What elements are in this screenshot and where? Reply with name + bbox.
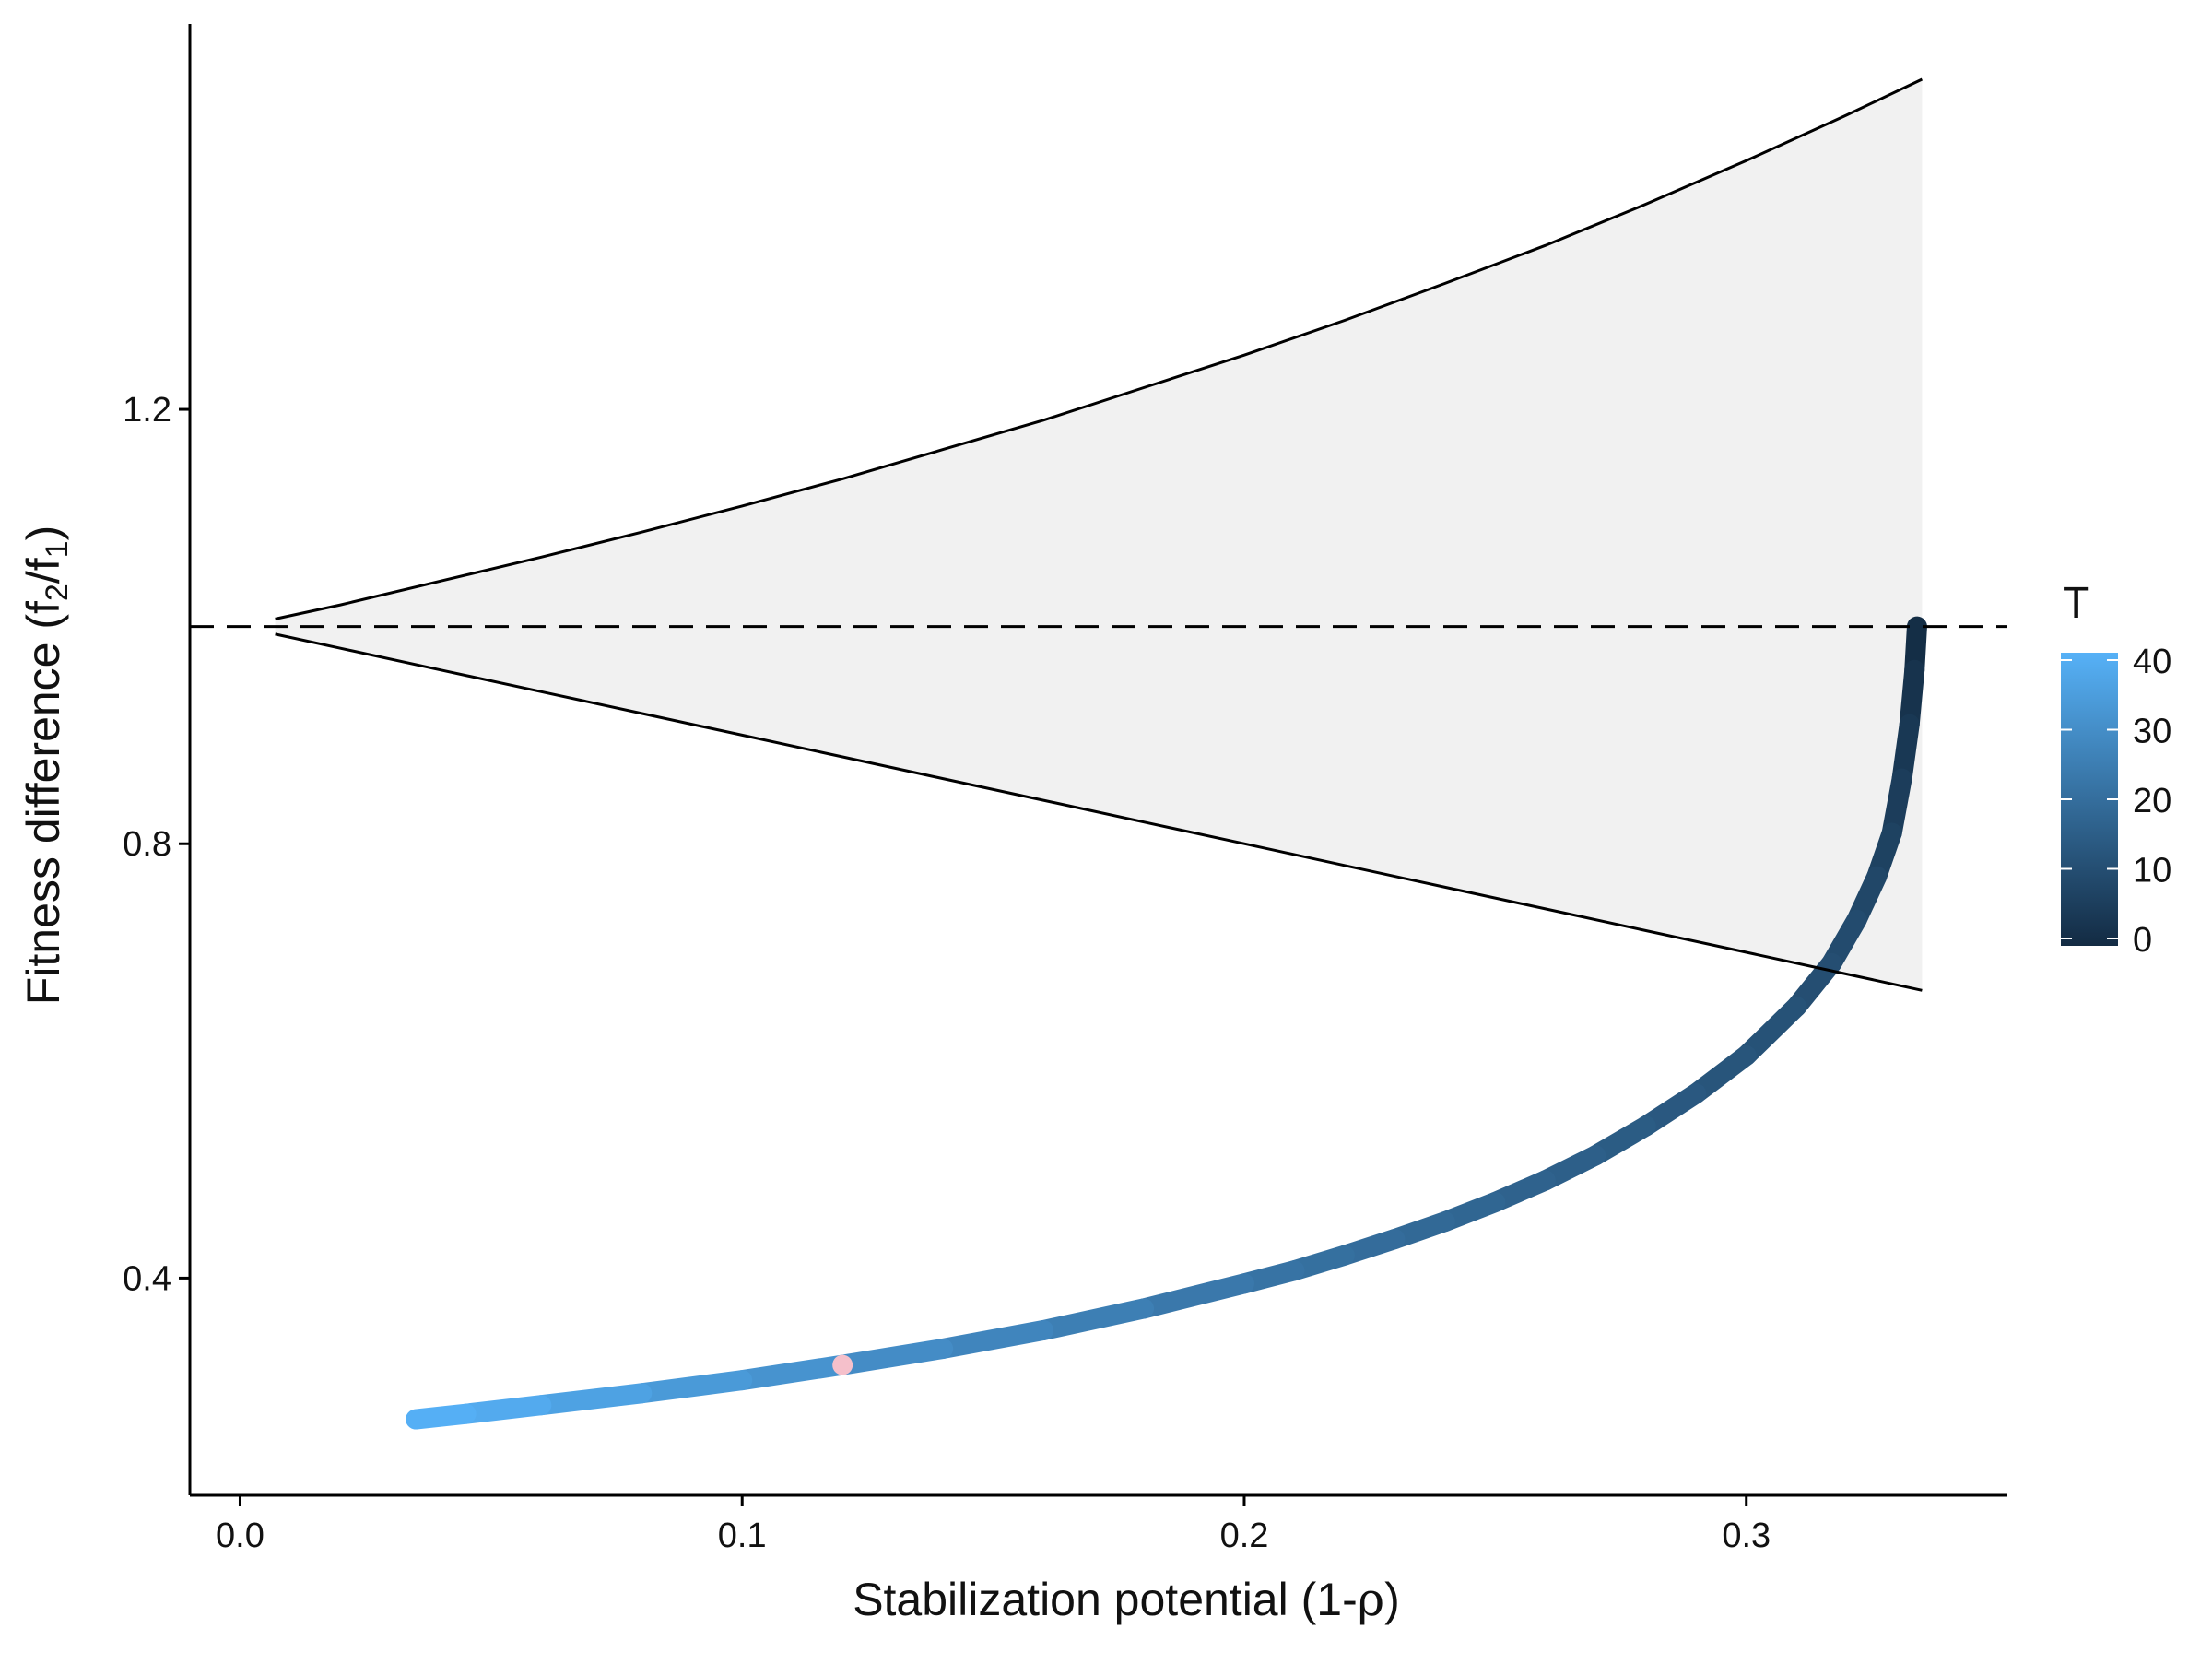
y-axis-title: Fitness difference (f2/f1)	[18, 525, 75, 1005]
y-axis-title-sub2: 2	[40, 584, 75, 601]
legend-ticks: 40 30 20 10 0	[2061, 643, 2171, 960]
x-axis-title-text: Stabilization potential (1-	[853, 1574, 1358, 1625]
y-ticks: 0.4 0.8 1.2	[123, 391, 190, 1298]
x-axis-title-rho: ρ	[1358, 1573, 1384, 1626]
x-ticks: 0.0 0.1 0.2 0.3	[216, 1495, 1771, 1555]
trajectory-segment	[1033, 1298, 1155, 1340]
trajectory-segment	[531, 1383, 653, 1416]
trajectory-segment	[1735, 996, 1807, 1066]
trajectory-segment	[1686, 1044, 1757, 1104]
trajectory-segment	[455, 1395, 552, 1424]
legend-tick-label: 10	[2133, 852, 2171, 891]
x-axis-title: Stabilization potential (1-ρ)	[853, 1573, 1400, 1626]
y-axis-title-sub1: 1	[40, 540, 75, 558]
coexistence-region	[275, 79, 1923, 991]
trajectory-segment	[832, 1338, 954, 1375]
y-tick-label: 0.4	[123, 1259, 171, 1298]
trajectory-segment	[406, 1403, 477, 1430]
legend-tick-label: 40	[2133, 643, 2171, 681]
x-axis-title-close: )	[1384, 1574, 1400, 1625]
trajectory-segment	[1134, 1273, 1254, 1319]
y-axis-title-text: Fitness difference (f	[18, 601, 69, 1005]
legend-tick-label: 20	[2133, 782, 2171, 820]
x-tick-label: 0.0	[216, 1516, 265, 1555]
legend-tick-label: 30	[2133, 713, 2171, 751]
x-tick-label: 0.3	[1722, 1516, 1771, 1555]
color-legend: T 40 30 20 10 0	[2061, 579, 2171, 960]
y-axis-title-close: )	[18, 525, 69, 541]
x-tick-label: 0.1	[718, 1516, 767, 1555]
temperature-trajectory	[406, 616, 1927, 1430]
axes: 0.0 0.1 0.2 0.3 0.4 0.8 1.2	[123, 24, 2007, 1555]
y-tick-label: 0.8	[123, 825, 171, 864]
highlight-point	[832, 1354, 853, 1375]
trajectory-segment	[732, 1354, 853, 1391]
y-tick-label: 1.2	[123, 391, 171, 430]
x-tick-label: 0.2	[1220, 1516, 1269, 1555]
plot-panel	[190, 77, 2007, 1430]
legend-tick-label: 0	[2133, 921, 2152, 960]
upper-boundary-line	[275, 77, 1924, 620]
trajectory-segment	[933, 1319, 1054, 1359]
legend-title: T	[2063, 579, 2089, 628]
trajectory-segment	[631, 1370, 753, 1404]
lower-boundary-line	[275, 632, 1923, 992]
y-axis-title-slash: /f	[18, 558, 69, 584]
